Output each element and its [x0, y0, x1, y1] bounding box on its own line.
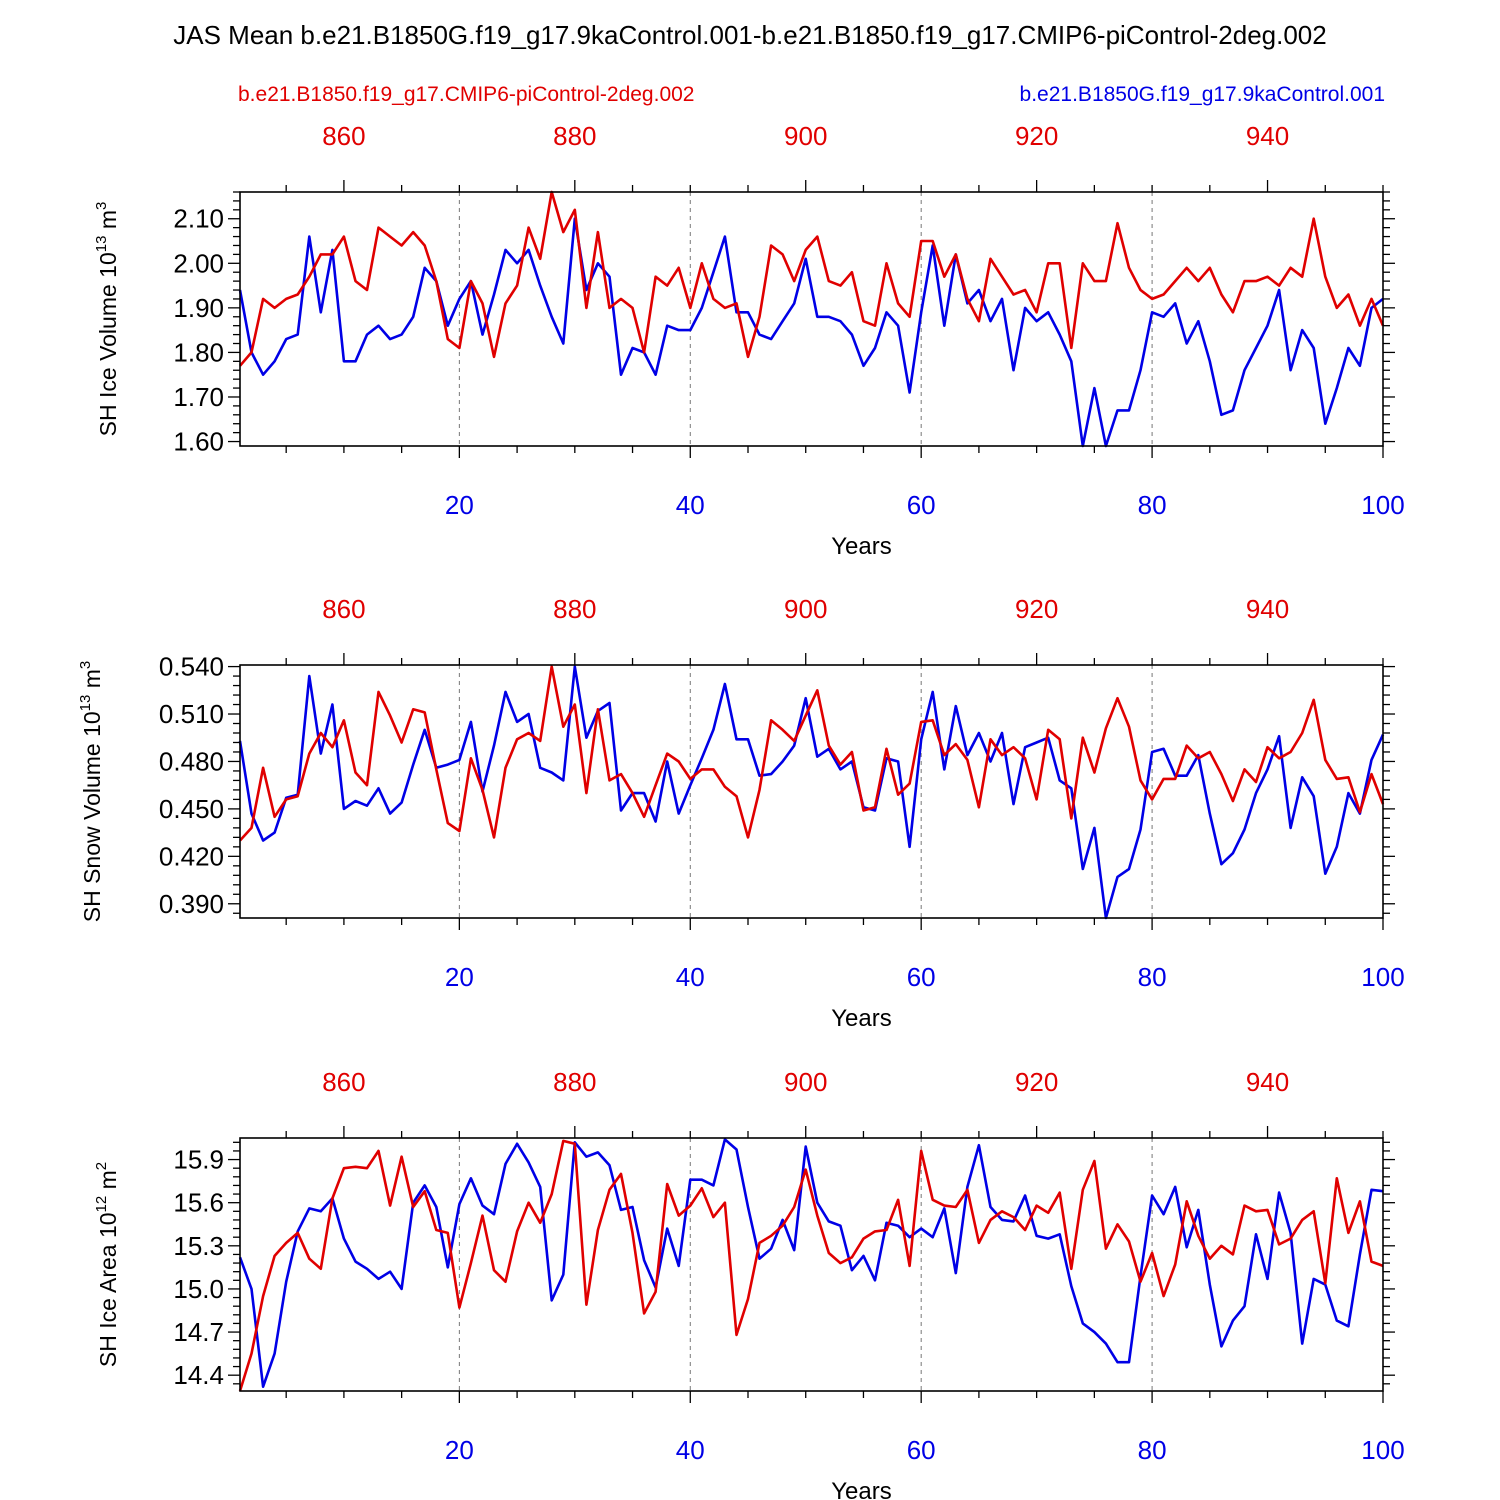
y-tick-label: 1.70 — [173, 382, 224, 412]
x-tick-label-bottom: 20 — [445, 490, 474, 520]
series-line-blue — [238, 217, 1384, 448]
plot-frame — [239, 1137, 1384, 1392]
y-tick-label: 1.80 — [173, 337, 224, 367]
y-tick-label: 0.420 — [159, 841, 224, 871]
y-tick-label: 14.4 — [173, 1360, 224, 1390]
series-line-red — [239, 190, 1385, 367]
x-tick-label-bottom: 80 — [1138, 1435, 1167, 1465]
y-tick-label: 15.3 — [173, 1231, 224, 1261]
series-line-red — [238, 1139, 1384, 1392]
y-axis-label: SH Snow Volume 1013 m3 — [77, 661, 105, 923]
ice-volume-panel: 1.60 1.70 1.80 1.90 2.00 2.10 20 40 60 80 100 860 88… — [93, 121, 1405, 560]
series-line-blue — [238, 665, 1385, 920]
x-tick-label-top: 880 — [553, 594, 596, 624]
x-tick-label-bottom: 20 — [445, 962, 474, 992]
x-tick-label-bottom: 20 — [445, 1435, 474, 1465]
x-axis-label: Years — [831, 1005, 892, 1032]
x-tick-label-top: 940 — [1246, 121, 1289, 151]
plot-frame — [239, 191, 1384, 447]
x-tick-label-bottom: 100 — [1361, 1435, 1404, 1465]
x-tick-label-bottom: 60 — [907, 962, 936, 992]
x-tick-label-top: 860 — [322, 1067, 365, 1097]
y-tick-label: 0.390 — [159, 889, 224, 919]
x-tick-label-bottom: 80 — [1138, 490, 1167, 520]
snow-volume-panel: 0.390 0.420 0.450 0.480 0.510 0.540 20 40 60 80 10… — [77, 594, 1405, 1032]
y-tick-label: 0.480 — [159, 746, 224, 776]
x-axis-label: Years — [831, 533, 892, 560]
x-tick-label-bottom: 100 — [1361, 962, 1404, 992]
x-axis-label: Years — [831, 1478, 892, 1500]
y-tick-label: 1.90 — [173, 293, 224, 323]
x-tick-label-top: 880 — [553, 1067, 596, 1097]
legend-red-label: b.e21.B1850.f19_g17.CMIP6-piControl-2deg… — [238, 83, 694, 106]
y-tick-label: 14.7 — [173, 1317, 224, 1347]
y-tick-label: 2.00 — [173, 248, 224, 278]
x-tick-label-top: 860 — [322, 594, 365, 624]
x-tick-label-bottom: 40 — [676, 962, 705, 992]
y-tick-label: 15.0 — [173, 1274, 224, 1304]
ice-area-panel: 14.4 14.7 15.0 15.3 15.6 15.9 20 40 60 80 100 860 88… — [93, 1067, 1405, 1500]
x-tick-label-top: 940 — [1246, 594, 1289, 624]
x-tick-label-top: 920 — [1015, 121, 1058, 151]
plot-frame — [239, 664, 1384, 919]
x-tick-label-top: 940 — [1246, 1067, 1289, 1097]
x-tick-label-bottom: 60 — [907, 1435, 936, 1465]
x-tick-label-top: 900 — [784, 594, 827, 624]
x-tick-label-bottom: 80 — [1138, 962, 1167, 992]
x-tick-label-top: 860 — [322, 121, 365, 151]
y-tick-label: 1.60 — [173, 427, 224, 457]
y-tick-label: 2.10 — [173, 204, 224, 234]
legend-blue-label: b.e21.B1850G.f19_g17.9kaControl.001 — [1020, 83, 1385, 106]
y-tick-label: 0.540 — [159, 652, 224, 682]
x-tick-label-bottom: 40 — [676, 1435, 705, 1465]
x-tick-label-top: 880 — [553, 121, 596, 151]
series-line-blue — [238, 1138, 1384, 1388]
y-tick-label: 0.510 — [159, 699, 224, 729]
x-tick-label-bottom: 40 — [676, 490, 705, 520]
y-tick-label: 15.6 — [173, 1188, 224, 1218]
x-tick-label-bottom: 100 — [1361, 490, 1404, 520]
y-axis-label: SH Ice Volume 1013 m3 — [93, 202, 121, 437]
y-axis-label: SH Ice Area 1012 m2 — [93, 1162, 121, 1367]
x-tick-label-bottom: 60 — [907, 490, 936, 520]
y-tick-label: 0.450 — [159, 794, 224, 824]
y-tick-label: 15.9 — [173, 1145, 224, 1175]
x-tick-label-top: 920 — [1015, 1067, 1058, 1097]
x-tick-label-top: 920 — [1015, 594, 1058, 624]
figure-title: JAS Mean b.e21.B1850G.f19_g17.9kaControl… — [173, 20, 1326, 50]
series-line-red — [239, 665, 1385, 842]
x-tick-label-top: 900 — [784, 1067, 827, 1097]
x-tick-label-top: 900 — [784, 121, 827, 151]
